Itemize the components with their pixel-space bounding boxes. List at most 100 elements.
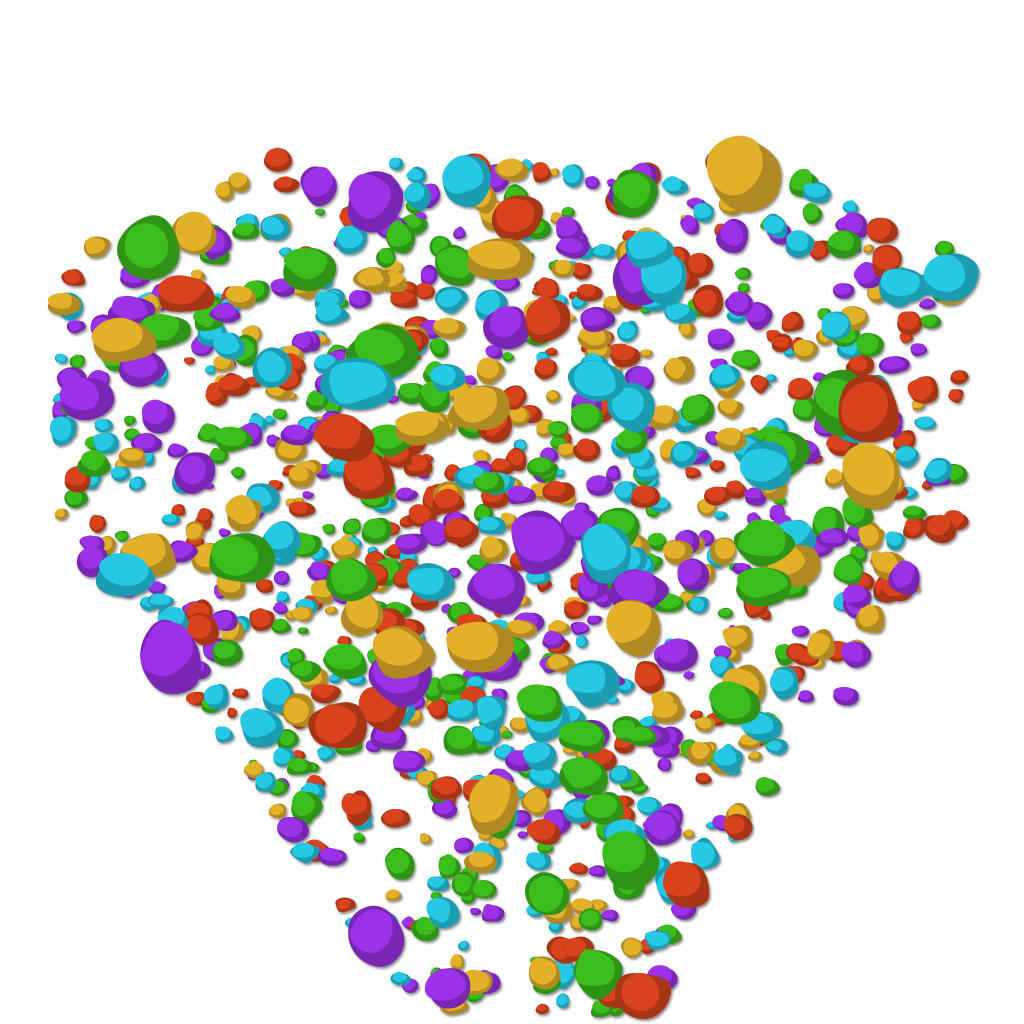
pebble-highlight	[873, 551, 899, 573]
pebble	[542, 630, 565, 649]
pebble	[324, 606, 338, 614]
pebble	[522, 742, 557, 771]
pebble-highlight	[720, 220, 744, 247]
pebble	[919, 298, 936, 310]
pebble	[502, 352, 515, 362]
pebble-highlight	[584, 794, 618, 819]
pebble-highlight	[735, 562, 748, 571]
pebble-highlight	[646, 811, 676, 840]
pebble	[140, 619, 201, 695]
pebble	[652, 700, 685, 724]
pebble-highlight	[240, 708, 276, 738]
pebble-highlight	[330, 558, 368, 595]
pebble-highlight	[302, 166, 333, 198]
pebble	[558, 757, 608, 796]
pebble	[691, 837, 720, 870]
pebble-highlight	[383, 808, 405, 824]
pebble-highlight	[615, 481, 633, 498]
pebble	[392, 750, 426, 773]
pebble	[197, 508, 214, 524]
pebble-highlight	[714, 538, 736, 560]
pebble-highlight	[475, 290, 501, 315]
pebble	[639, 716, 658, 729]
pebble-highlight	[378, 247, 394, 264]
pebble-highlight	[881, 356, 905, 370]
pebble-highlight	[446, 621, 499, 661]
pebble-highlight	[593, 243, 611, 256]
pebble	[432, 488, 465, 514]
pebble-highlight	[858, 604, 879, 627]
pebble	[506, 406, 530, 427]
pebble-highlight	[310, 561, 328, 579]
pebble	[273, 570, 290, 586]
pebble-highlight	[821, 312, 849, 338]
pebble-highlight	[562, 509, 594, 537]
pebble-highlight	[546, 347, 556, 354]
pebble	[110, 466, 131, 482]
pebble-highlight	[495, 744, 512, 758]
pebble	[454, 837, 474, 854]
pebble-highlight	[561, 165, 581, 184]
pebble	[472, 472, 505, 494]
pebble-highlight	[162, 513, 177, 523]
pebble-highlight	[329, 674, 340, 681]
pebble-highlight	[652, 700, 678, 718]
pebble	[467, 238, 533, 281]
pebble	[561, 164, 584, 188]
pebble-highlight	[580, 910, 600, 927]
pebble	[863, 244, 875, 254]
pebble-highlight	[362, 518, 387, 539]
pebble	[584, 176, 600, 189]
pebble	[872, 244, 902, 277]
pebble-highlight	[289, 501, 308, 514]
pebble	[64, 488, 89, 509]
pebble	[458, 940, 470, 951]
pebble	[390, 289, 418, 309]
pebble	[479, 536, 509, 563]
pebble	[570, 403, 604, 433]
pebble-highlight	[526, 852, 546, 869]
pebble-highlight	[262, 677, 290, 706]
pebble-highlight	[269, 804, 284, 816]
pebble	[842, 200, 859, 214]
pebble	[420, 264, 438, 286]
pebble-highlight	[529, 957, 557, 985]
pebble	[490, 458, 515, 476]
pebble-highlight	[169, 541, 193, 559]
pebble	[802, 182, 831, 204]
pebble-highlight	[427, 876, 446, 888]
pebble-highlight	[268, 479, 281, 489]
pebble-highlight	[719, 398, 738, 414]
pebble-highlight	[661, 176, 682, 192]
pebble	[859, 521, 883, 551]
pebble	[520, 786, 550, 817]
pebble	[69, 354, 85, 369]
pebble-highlight	[769, 669, 795, 692]
pebble	[438, 854, 461, 879]
pebble	[832, 283, 855, 299]
pebble-highlight	[662, 861, 701, 897]
pebble	[203, 684, 229, 710]
pebble-highlight	[274, 601, 286, 612]
pebble	[273, 176, 300, 193]
pebble	[841, 641, 872, 668]
pebble	[765, 738, 788, 755]
pebble	[885, 531, 906, 551]
pebble	[114, 530, 129, 542]
pebble-highlight	[191, 269, 202, 280]
pebble-highlight	[842, 212, 863, 235]
pebble	[717, 398, 744, 419]
pebble-highlight	[650, 405, 674, 424]
pebble-highlight	[215, 726, 231, 740]
pebble-highlight	[337, 635, 349, 646]
pebble	[276, 728, 299, 749]
pebble	[161, 513, 181, 526]
pebble-highlight	[662, 541, 686, 559]
pebble	[49, 416, 77, 446]
pebble-highlight	[606, 601, 652, 643]
pebble-highlight	[602, 831, 646, 873]
pebble	[218, 528, 231, 538]
pebble	[534, 277, 560, 299]
pebble-highlight	[501, 731, 511, 738]
pebble-highlight	[279, 731, 295, 746]
